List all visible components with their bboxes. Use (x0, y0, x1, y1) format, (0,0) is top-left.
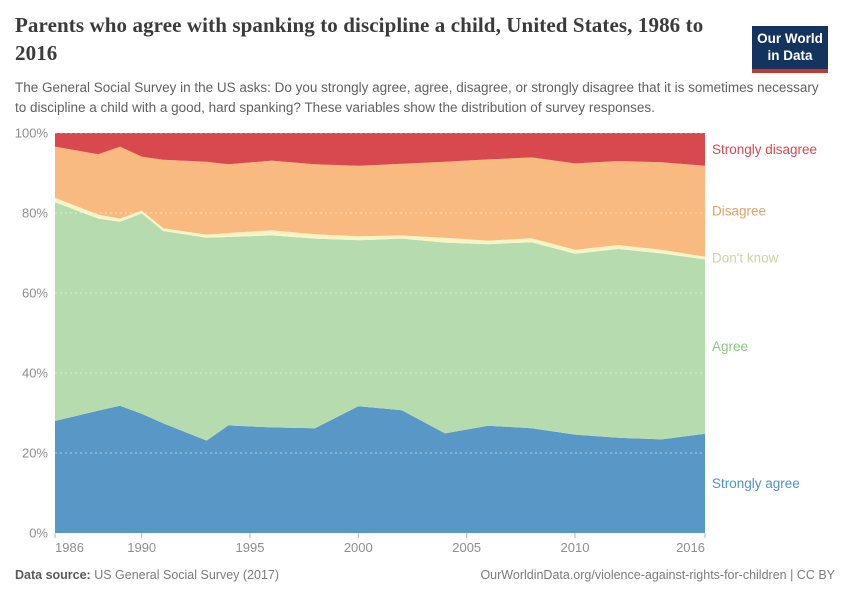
legend-label-disagree: Disagree (712, 204, 766, 219)
legend-label-agree: Agree (712, 339, 748, 354)
data-source: Data source: US General Social Survey (2… (15, 568, 279, 582)
credit-link[interactable]: OurWorldinData.org/violence-against-righ… (480, 568, 835, 582)
y-axis-label-20: 20% (22, 446, 48, 461)
legend-label-strongly-agree: Strongly agree (712, 476, 800, 491)
x-axis-label-2010: 2010 (561, 540, 590, 555)
stacked-area-chart: 0% 20% 40% 60% 80% 100% 1986 1990 1995 2000 2005 20… (15, 126, 817, 556)
x-axis-label-1986: 1986 (55, 540, 84, 555)
y-axis-label-100: 100% (15, 126, 49, 141)
chart-title: Parents who agree with spanking to disci… (15, 13, 704, 65)
x-axis-label-1990: 1990 (127, 540, 156, 555)
data-source-label: Data source: (15, 568, 91, 582)
area-dont-know[interactable] (55, 197, 705, 260)
area-strongly-agree[interactable] (55, 405, 705, 533)
x-axis-label-2000: 2000 (344, 540, 373, 555)
y-axis-label-40: 40% (22, 366, 48, 381)
legend-label-dont-know: Don't know (712, 251, 779, 266)
owid-logo-line1: Our World (757, 31, 823, 46)
chart-footer: Data source: US General Social Survey (2… (15, 568, 835, 582)
owid-logo-line2: in Data (767, 47, 813, 63)
chart-header: Parents who agree with spanking to disci… (15, 12, 835, 73)
owid-logo[interactable]: Our World in Data (752, 26, 828, 73)
area-disagree[interactable] (55, 146, 705, 257)
legend-label-strongly-disagree: Strongly disagree (712, 142, 817, 157)
x-axis-label-2005: 2005 (452, 540, 481, 555)
y-axis-label-60: 60% (22, 286, 48, 301)
y-axis-label-0: 0% (29, 526, 48, 541)
area-strongly-disagree[interactable] (55, 133, 705, 166)
x-axis-label-2016: 2016 (676, 540, 705, 555)
area-agree[interactable] (55, 202, 705, 441)
data-source-value: US General Social Survey (2017) (90, 568, 280, 582)
chart-subtitle: The General Social Survey in the US asks… (15, 80, 819, 116)
y-axis-label-80: 80% (22, 206, 48, 221)
x-axis-label-1995: 1995 (236, 540, 265, 555)
